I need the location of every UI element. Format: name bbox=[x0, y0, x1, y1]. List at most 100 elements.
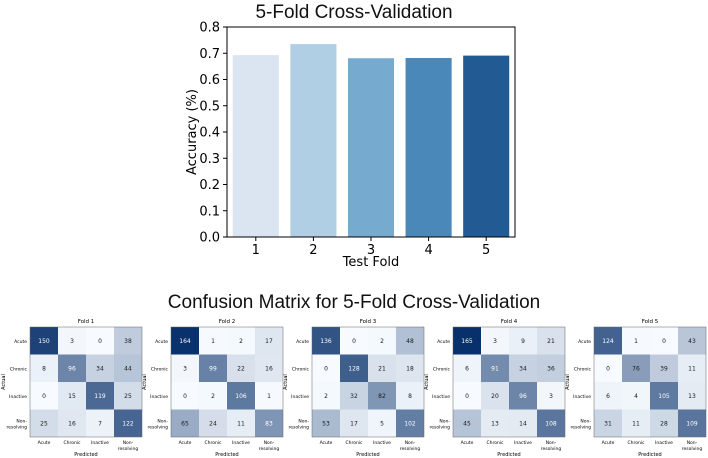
matrix-cell bbox=[537, 409, 565, 437]
cell-value: 165 bbox=[461, 338, 473, 345]
cell-value: 11 bbox=[688, 365, 696, 372]
cell-value: 3 bbox=[493, 338, 497, 345]
column-label: Acute bbox=[38, 440, 51, 446]
matrix-cell bbox=[340, 354, 368, 382]
column-label: Chronic bbox=[627, 440, 645, 446]
matrix-cell bbox=[58, 354, 86, 382]
matrix-title: Fold 5 bbox=[642, 319, 659, 325]
cell-value: 2 bbox=[239, 338, 243, 345]
matrix-cell bbox=[650, 409, 678, 437]
cell-value: 15 bbox=[68, 393, 76, 400]
column-label: Inactive bbox=[514, 440, 532, 446]
cell-value: 17 bbox=[350, 420, 358, 427]
column-label: Acute bbox=[602, 440, 615, 446]
matrix-cell bbox=[227, 382, 255, 410]
matrix-cell bbox=[340, 327, 368, 355]
matrix-cell bbox=[171, 409, 199, 437]
column-label: Non-resolving bbox=[682, 440, 703, 452]
cell-value: 91 bbox=[491, 365, 499, 372]
y-tick-label: 0.0 bbox=[199, 231, 220, 246]
cell-value: 1 bbox=[211, 338, 215, 345]
matrix-cell bbox=[650, 382, 678, 410]
cell-value: 102 bbox=[404, 420, 416, 427]
cell-value: 99 bbox=[209, 365, 217, 372]
row-label: Acute bbox=[578, 339, 591, 345]
matrix-cell bbox=[537, 354, 565, 382]
matrix-cell bbox=[86, 354, 114, 382]
cell-value: 48 bbox=[406, 338, 414, 345]
row-label: Inactive bbox=[9, 394, 27, 400]
confusion-matrix-fold-3: Fold 3 136 0 2 48 0 128 21 18 2 32 82 8 53 17 5 102 Acute… bbox=[283, 319, 425, 458]
cell-value: 122 bbox=[122, 420, 134, 427]
matrix-cell bbox=[312, 354, 340, 382]
cell-value: 44 bbox=[124, 365, 132, 372]
cell-value: 108 bbox=[545, 420, 557, 427]
matrix-cell bbox=[678, 409, 706, 437]
matrix-cell bbox=[86, 409, 114, 437]
matrix-cell bbox=[199, 382, 227, 410]
matrix-cell bbox=[255, 354, 283, 382]
y-tick-label: 0.2 bbox=[199, 178, 220, 193]
cell-value: 16 bbox=[265, 365, 273, 372]
confusion-matrix-fold-4: Fold 4 165 3 9 21 6 91 34 36 0 20 96 3 45 13 14 108 Acute… bbox=[424, 319, 566, 458]
row-label: Non-resolving bbox=[571, 418, 592, 430]
x-axis-label: Predicted bbox=[638, 452, 661, 458]
row-label: Inactive bbox=[432, 394, 450, 400]
column-label: Chronic bbox=[204, 440, 222, 446]
y-tick-label: 0.4 bbox=[199, 126, 220, 141]
cell-value: 7 bbox=[98, 420, 102, 427]
matrix-cell bbox=[171, 354, 199, 382]
cell-value: 3 bbox=[549, 393, 553, 400]
matrix-cell bbox=[650, 327, 678, 355]
matrix-cell bbox=[368, 327, 396, 355]
x-axis-label: Predicted bbox=[74, 452, 97, 458]
matrix-cell bbox=[650, 354, 678, 382]
matrix-cell bbox=[396, 354, 424, 382]
cell-value: 1 bbox=[634, 338, 638, 345]
cell-value: 16 bbox=[68, 420, 76, 427]
matrix-cell bbox=[481, 354, 509, 382]
cell-value: 128 bbox=[348, 365, 360, 372]
cell-value: 11 bbox=[632, 420, 640, 427]
matrix-cell bbox=[255, 409, 283, 437]
matrix-cell bbox=[227, 327, 255, 355]
cell-value: 96 bbox=[68, 365, 76, 372]
cell-value: 28 bbox=[660, 420, 668, 427]
matrix-frame bbox=[452, 326, 566, 438]
matrix-cell bbox=[114, 354, 142, 382]
y-tick-label: 0.6 bbox=[199, 73, 220, 88]
matrix-cell bbox=[114, 327, 142, 355]
matrix-cell bbox=[171, 382, 199, 410]
matrix-cell bbox=[509, 382, 537, 410]
cell-value: 8 bbox=[408, 393, 412, 400]
cell-value: 2 bbox=[380, 338, 384, 345]
matrix-cell bbox=[340, 409, 368, 437]
column-label: Inactive bbox=[232, 440, 250, 446]
cell-value: 25 bbox=[40, 420, 48, 427]
cell-value: 24 bbox=[209, 420, 217, 427]
matrix-cell bbox=[509, 409, 537, 437]
matrix-cell bbox=[171, 327, 199, 355]
bar-chart-title: 5-Fold Cross-Validation bbox=[255, 2, 453, 23]
bar-fold-5 bbox=[463, 55, 510, 237]
cell-value: 31 bbox=[604, 420, 612, 427]
row-label: Acute bbox=[437, 339, 450, 345]
cell-value: 0 bbox=[352, 338, 356, 345]
cell-value: 21 bbox=[547, 338, 555, 345]
cell-value: 34 bbox=[519, 365, 527, 372]
matrix-cell bbox=[537, 327, 565, 355]
y-axis-label: Actual bbox=[1, 374, 7, 390]
matrix-cell bbox=[312, 382, 340, 410]
matrix-cell bbox=[368, 382, 396, 410]
matrix-cell bbox=[340, 382, 368, 410]
cell-value: 105 bbox=[658, 393, 670, 400]
row-label: Acute bbox=[296, 339, 309, 345]
cell-value: 2 bbox=[324, 393, 328, 400]
y-axis-label: Actual bbox=[142, 374, 148, 390]
row-label: Non-resolving bbox=[289, 418, 310, 430]
matrix-cell bbox=[537, 382, 565, 410]
x-tick-label: 4 bbox=[424, 243, 432, 258]
y-tick-label: 0.5 bbox=[199, 99, 220, 114]
matrix-cell bbox=[58, 327, 86, 355]
matrix-cell bbox=[58, 409, 86, 437]
